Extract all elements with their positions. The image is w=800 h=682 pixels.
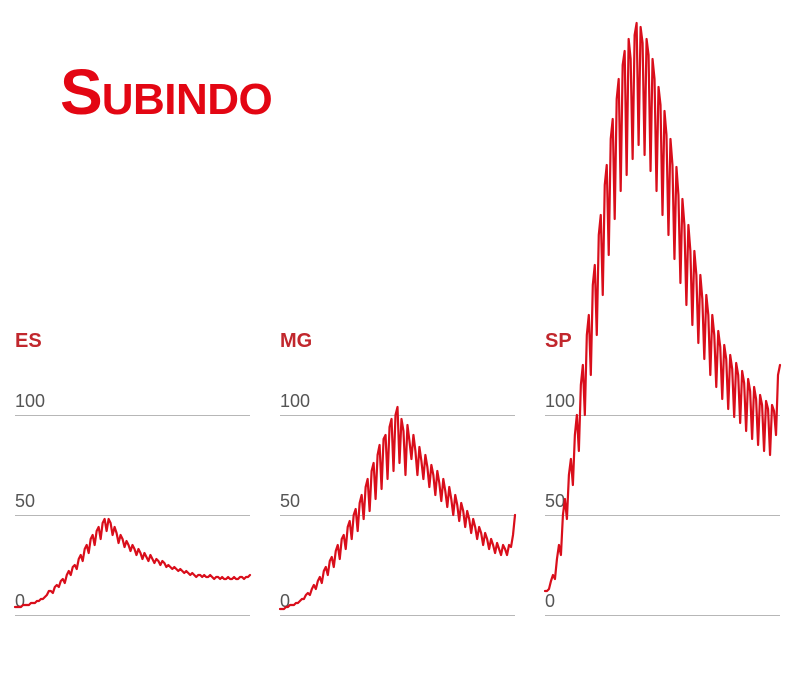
canvas: Subindo ES050100MG050100SP050100	[0, 0, 800, 682]
chart-sp: SP050100	[15, 0, 785, 682]
charts-region: ES050100MG050100SP050100	[15, 0, 785, 682]
series-line-sp	[15, 0, 785, 682]
